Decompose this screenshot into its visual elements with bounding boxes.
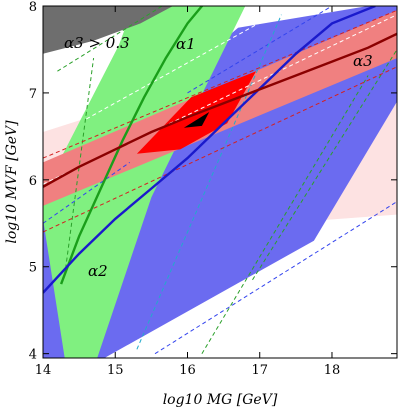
y-tick-label: 7 — [29, 87, 37, 102]
lines-layer — [43, 6, 397, 355]
x-tick-label: 15 — [107, 363, 124, 378]
alpha3-label: α3 — [353, 52, 373, 70]
blue-dashed-bottom — [154, 201, 397, 355]
x-tick-label: 16 — [179, 363, 196, 378]
y-axis-title: log10 MVF [GeV] — [4, 120, 20, 244]
ticks-layer: 14 15 16 17 18 4 5 6 7 8 — [29, 0, 397, 378]
green-dashed-right-2 — [252, 49, 397, 281]
alpha3-excluded — [43, 6, 173, 54]
y-tick-label: 4 — [29, 348, 37, 363]
x-tick-label: 17 — [251, 363, 268, 378]
alpha1-label: α1 — [176, 35, 196, 53]
series-line-α1 — [59, 6, 204, 285]
series-line-α2 — [43, 6, 376, 294]
x-axis-title: log10 MG [GeV] — [163, 392, 278, 408]
x-tick-label: 14 — [35, 363, 52, 378]
x-tick-label: 18 — [324, 363, 341, 378]
blue-dashed-top — [187, 6, 333, 94]
cyan-dashed — [136, 14, 282, 350]
red-dashed-lower — [43, 66, 397, 233]
y-tick-label: 6 — [29, 174, 37, 189]
green-dashed-right-1 — [201, 75, 369, 354]
y-tick-label: 8 — [29, 0, 37, 15]
green-dashed-left — [64, 58, 95, 276]
series-line-α3 — [43, 32, 397, 188]
plot-frame — [42, 5, 398, 359]
y-tick-label: 5 — [29, 261, 37, 276]
alpha1-band — [43, 6, 246, 358]
alpha3-exclusion-label: α3 > 0.3 — [64, 34, 130, 52]
best-fit-spot — [183, 112, 210, 128]
blue-dashed-left — [43, 161, 130, 224]
alpha2-label: α2 — [88, 262, 108, 280]
white-dashed-2 — [86, 14, 275, 120]
red-dashed-upper — [43, 9, 397, 159]
regions-layer — [43, 6, 397, 358]
annotations-layer: α3 > 0.3 α1 α2 α3 — [64, 34, 373, 280]
